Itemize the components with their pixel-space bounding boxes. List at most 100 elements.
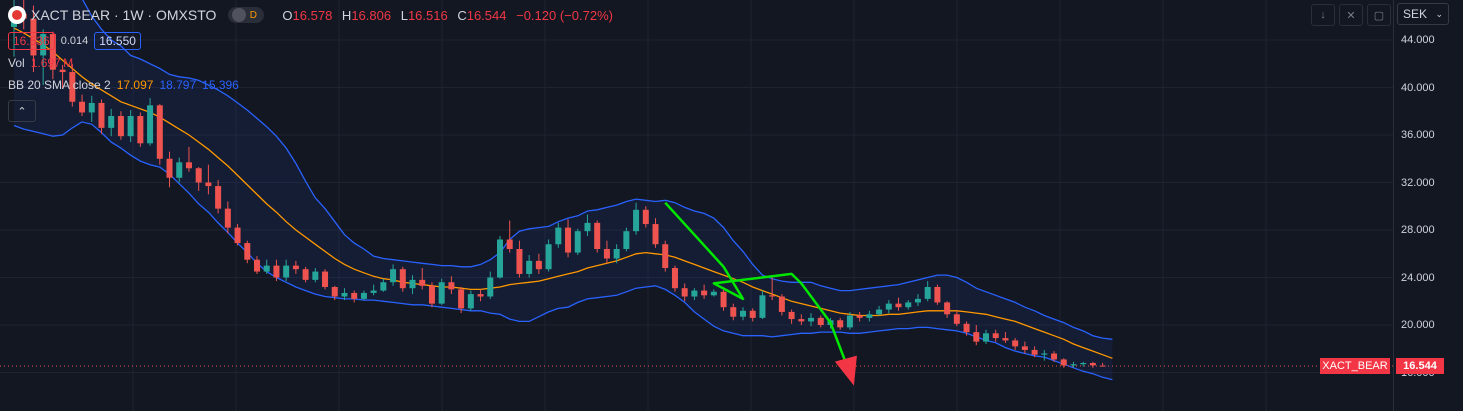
bid-ask-row: 16.536 0.014 16.550 — [8, 30, 613, 52]
symbol-price-tag: XACT_BEAR — [1320, 358, 1390, 374]
open-value: 16.578 — [292, 7, 333, 23]
market-closed-icon — [232, 8, 247, 22]
candle-body — [477, 294, 484, 297]
arrow-down-icon: ↓ — [1320, 9, 1326, 21]
bollinger-band-fill — [14, 0, 1113, 380]
price-chart[interactable] — [0, 0, 1393, 411]
candle-body — [778, 296, 785, 312]
high-key: H — [341, 7, 352, 23]
projection-arrow-line — [829, 322, 849, 367]
symbol-title[interactable]: XACT BEAR · 1W · OMXSTO — [31, 7, 217, 23]
chevron-up-icon: ⌃ — [17, 105, 27, 118]
volume-value: 1.697 M — [30, 56, 74, 70]
price-tick-label: 20.000 — [1401, 319, 1435, 331]
bollinger-lower-value: 15.396 — [202, 78, 239, 92]
candle-body — [185, 162, 192, 169]
high-value: 16.806 — [351, 7, 392, 23]
candle-body — [497, 239, 503, 278]
candle-body — [895, 303, 902, 308]
candle-body — [254, 259, 260, 272]
xact-logo-icon — [8, 6, 26, 24]
candle-body — [953, 314, 960, 324]
candle-body — [370, 290, 377, 293]
fullscreen-button[interactable]: ▢ — [1367, 4, 1391, 26]
candle-body — [341, 292, 348, 297]
currency-label: SEK — [1403, 7, 1428, 21]
scroll-to-latest-button[interactable]: ↓ — [1311, 4, 1335, 26]
symbol-row: XACT BEAR · 1W · OMXSTO D O16.578 H16.80… — [8, 4, 613, 26]
candle-body — [224, 208, 231, 228]
candle-body — [458, 289, 465, 309]
volume-row[interactable]: Vol 1.697 M — [8, 52, 613, 74]
candle-body — [545, 244, 552, 270]
candle-body — [662, 244, 669, 268]
low-key: L — [400, 7, 408, 23]
candle-body — [1051, 353, 1058, 360]
candle-body — [40, 34, 47, 56]
candle-body — [613, 249, 620, 259]
candle-body — [117, 116, 124, 137]
market-status-badge[interactable]: D — [228, 7, 265, 23]
collapse-button[interactable]: ✕ — [1339, 4, 1363, 26]
sell-price-button[interactable]: 16.536 — [8, 32, 55, 50]
candle-body — [914, 298, 921, 303]
candle-body — [574, 231, 581, 253]
candle-body — [79, 101, 86, 113]
bollinger-basis-line — [13, 27, 1113, 359]
low-value: 16.516 — [407, 7, 448, 23]
bollinger-basis-value: 17.097 — [116, 78, 154, 92]
bollinger-label: BB 20 SMA close 2 — [8, 78, 111, 92]
candle-body — [88, 102, 95, 113]
chevron-down-icon: ⌄ — [1435, 8, 1443, 19]
volume-label: Vol — [8, 56, 25, 70]
candle-body — [565, 227, 572, 253]
candle-body — [652, 224, 659, 245]
candle-body — [973, 332, 980, 342]
collapse-legend-button[interactable]: ⌃ — [8, 100, 36, 122]
candle-body — [749, 310, 756, 318]
candle-body — [905, 302, 912, 308]
candle-body — [438, 282, 445, 304]
candle-body — [555, 227, 562, 245]
candle-body — [487, 277, 494, 297]
candle-body — [234, 227, 241, 244]
candle-body — [876, 309, 883, 315]
price-axis[interactable] — [1393, 0, 1463, 411]
chart-legend: XACT BEAR · 1W · OMXSTO D O16.578 H16.80… — [8, 4, 613, 122]
candle-body — [535, 260, 542, 270]
candle-body — [788, 311, 795, 320]
price-tick-label: 32.000 — [1401, 176, 1435, 189]
candle-body — [594, 222, 601, 249]
candle-body — [506, 239, 513, 249]
bollinger-upper-value: 18.797 — [159, 78, 197, 92]
candle-body — [1080, 363, 1087, 365]
change-value: −0.120 (−0.72%) — [516, 7, 613, 23]
candle-body — [720, 291, 727, 308]
candle-body — [584, 222, 591, 232]
candle-body — [866, 314, 873, 318]
candle-body — [623, 231, 630, 249]
candle-body — [69, 72, 76, 102]
candle-body — [419, 279, 426, 286]
bollinger-lower-line — [13, 121, 1113, 381]
candle-body — [215, 186, 222, 209]
bollinger-row[interactable]: BB 20 SMA close 2 17.097 18.797 15.396 — [8, 74, 613, 96]
price-tick-label: 36.000 — [1401, 129, 1435, 141]
candle-body — [380, 282, 387, 291]
candle-body — [166, 158, 173, 178]
candle-body — [710, 291, 717, 296]
candle-body — [924, 287, 931, 299]
buy-price-button[interactable]: 16.550 — [94, 32, 141, 50]
candle-body — [331, 287, 338, 297]
candle-body — [885, 303, 892, 310]
candle-body — [467, 294, 474, 309]
candle-body — [856, 315, 863, 318]
candle-body — [283, 265, 290, 278]
candle-body — [633, 209, 640, 232]
candle-body — [390, 269, 397, 283]
candle-body — [1031, 349, 1038, 355]
delayed-data-icon: D — [249, 9, 258, 21]
candle-body — [30, 18, 37, 56]
price-tick-label: 24.000 — [1401, 271, 1435, 284]
currency-select[interactable]: SEK ⌄ — [1397, 3, 1449, 25]
